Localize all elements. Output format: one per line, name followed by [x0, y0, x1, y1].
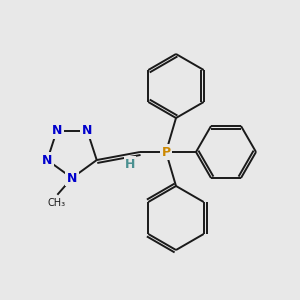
Text: N: N	[42, 154, 52, 166]
Text: P: P	[161, 146, 171, 158]
Text: CH₃: CH₃	[48, 198, 66, 208]
Text: N: N	[52, 124, 62, 137]
Text: N: N	[67, 172, 77, 184]
Text: H: H	[125, 158, 135, 170]
Text: N: N	[82, 124, 92, 137]
